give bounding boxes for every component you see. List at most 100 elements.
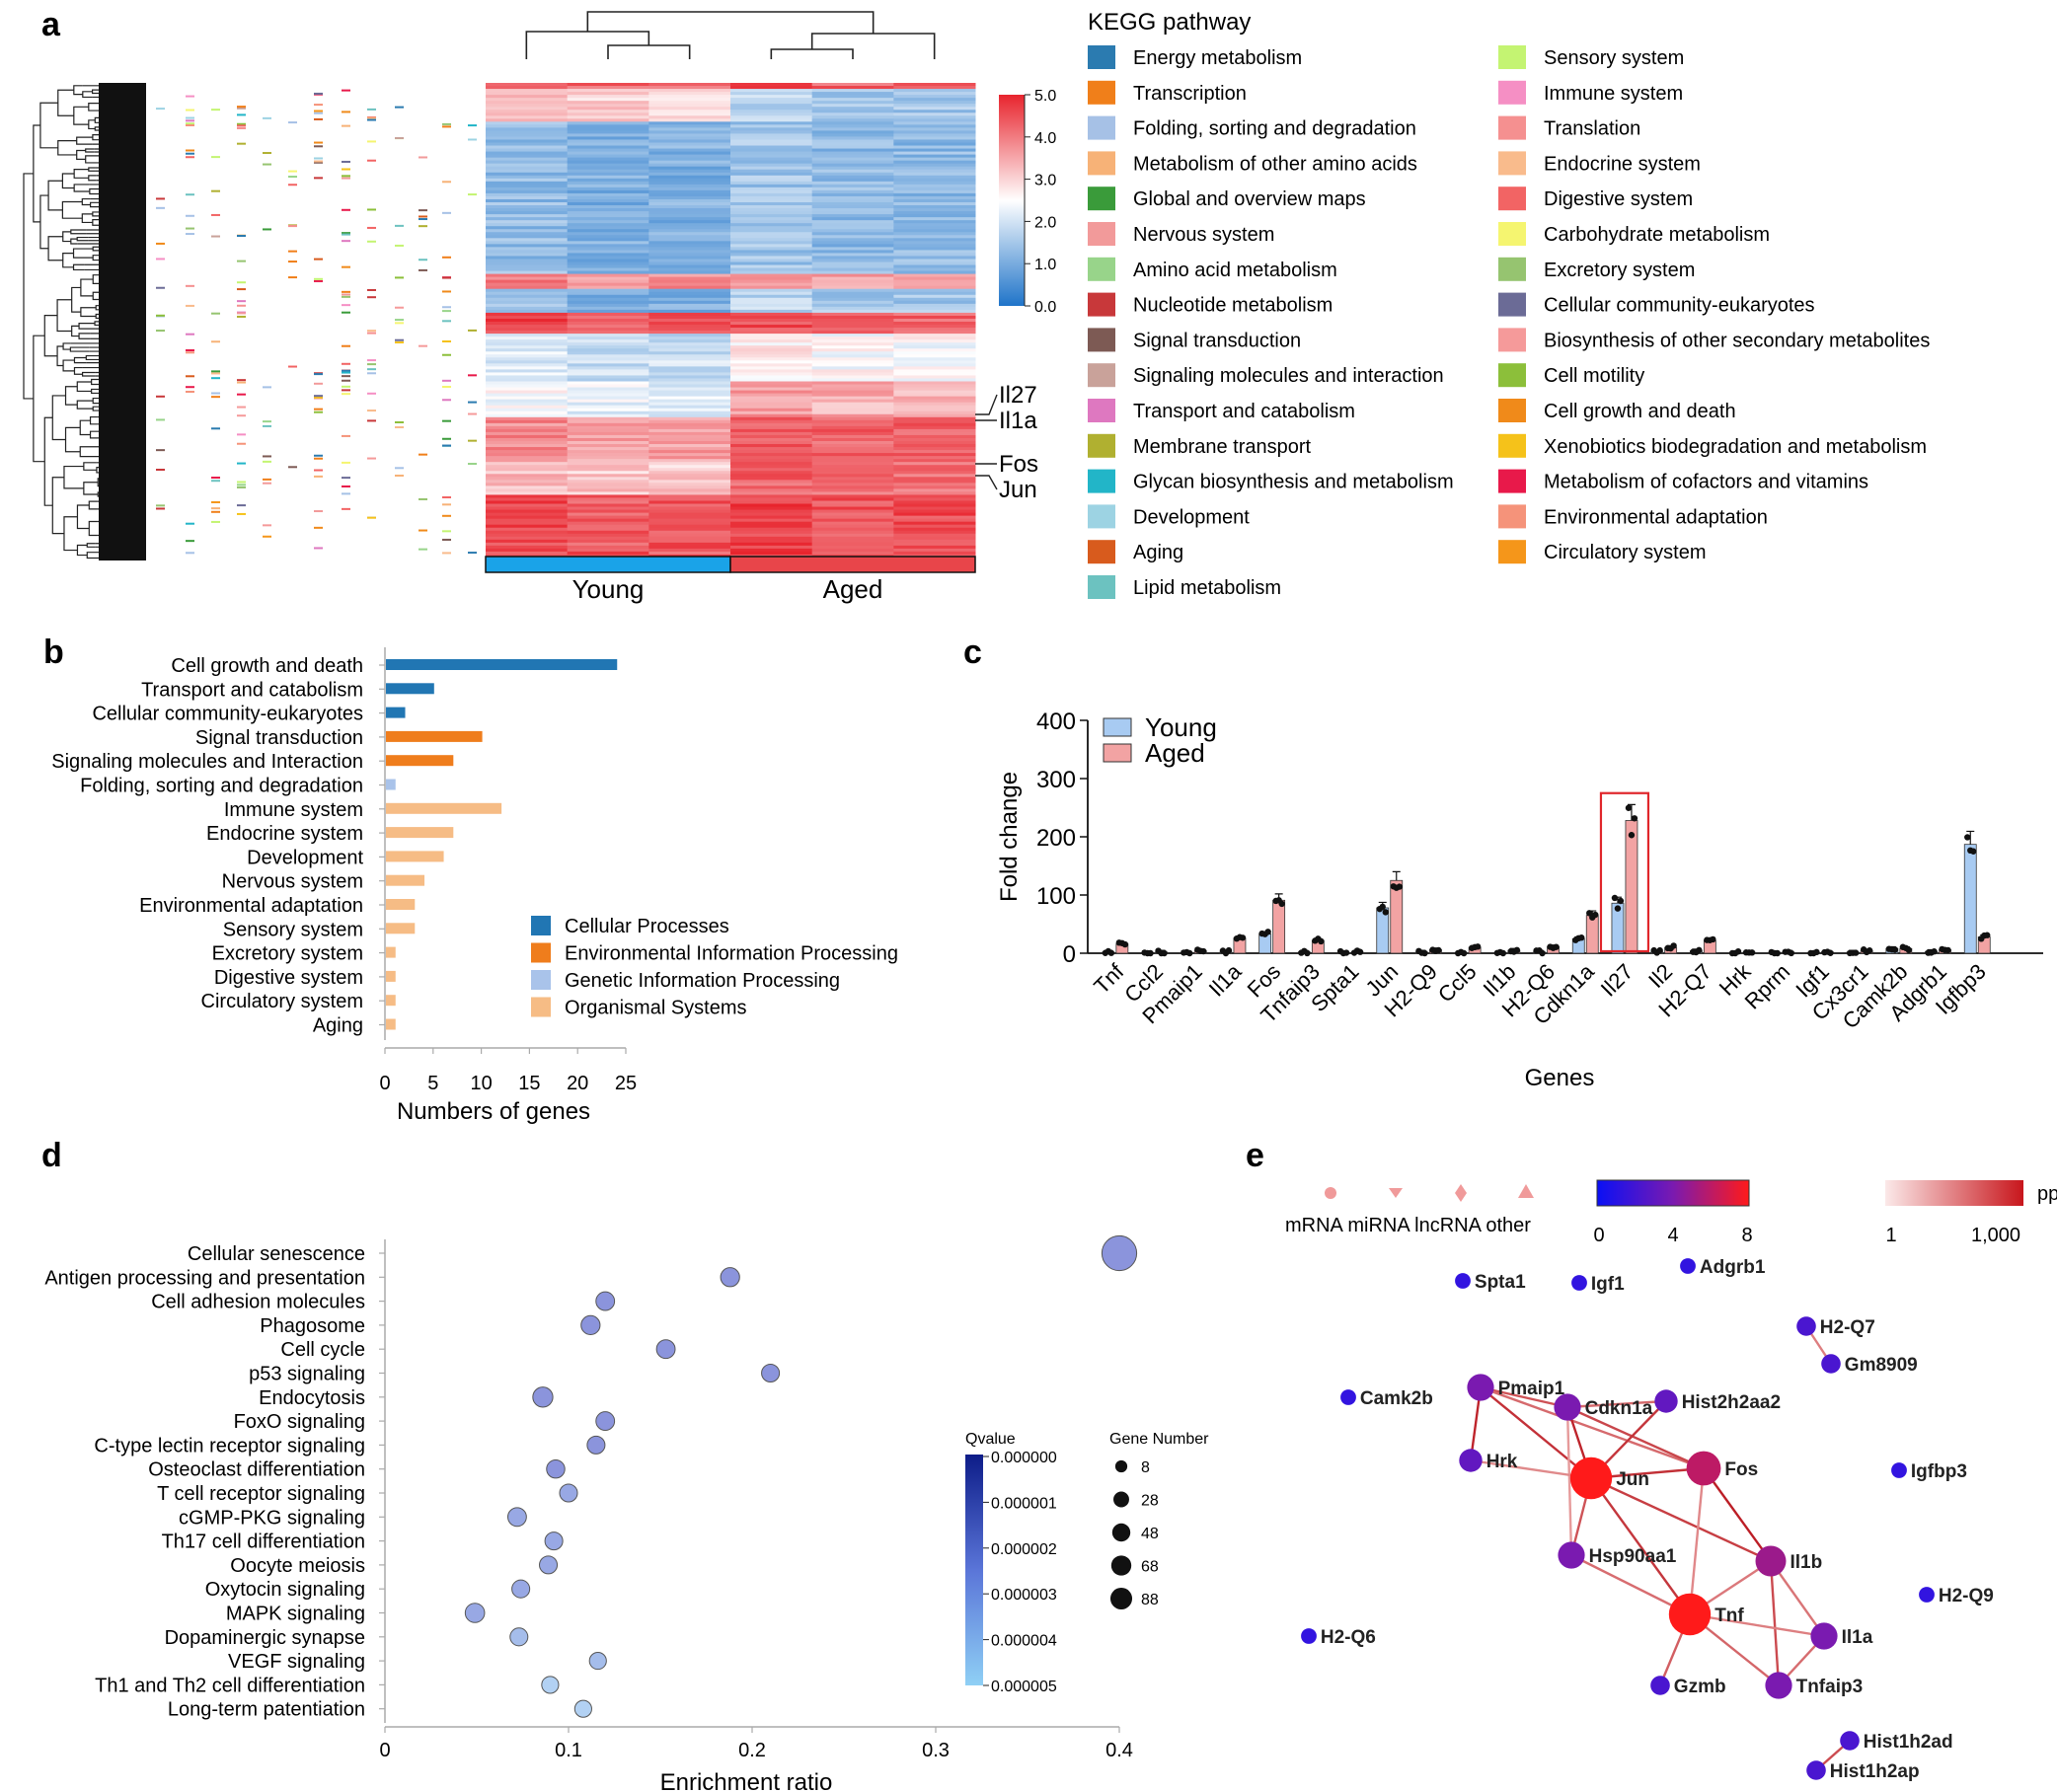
pathway-annotation-dash bbox=[419, 156, 427, 159]
heatmap-cell bbox=[648, 303, 731, 308]
heatmap-cell bbox=[893, 101, 976, 105]
colorbar-tick-label: 3.0 bbox=[1034, 173, 1056, 189]
data-point bbox=[1539, 949, 1546, 957]
heatmap-cell bbox=[893, 488, 976, 492]
heatmap-cell bbox=[648, 408, 731, 412]
network-node-label: H2-Q9 bbox=[1939, 1586, 1994, 1606]
pathway-annotation-dash bbox=[211, 510, 220, 513]
heatmap-cell bbox=[648, 468, 731, 472]
heatmap-cell bbox=[811, 378, 894, 382]
dendrogram-branch bbox=[88, 500, 98, 510]
pathway-annotation-dash bbox=[395, 224, 404, 227]
pathway-annotation-dash bbox=[263, 152, 271, 155]
heatmap-cell bbox=[893, 89, 976, 93]
pathway-annotation-dash bbox=[211, 507, 220, 510]
heatmap-cell bbox=[567, 322, 649, 326]
heatmap-cell bbox=[567, 483, 649, 486]
heatmap-cell bbox=[486, 459, 569, 463]
dendrogram-branch bbox=[63, 516, 78, 552]
heatmap-cell bbox=[648, 331, 731, 335]
pathway-annotation-dash bbox=[211, 156, 220, 159]
data-point bbox=[1318, 937, 1325, 945]
heatmap-cell bbox=[648, 181, 731, 186]
heatmap-cell bbox=[648, 241, 731, 245]
pathway-annotation-dash bbox=[314, 469, 323, 472]
legend-label: Genetic Information Processing bbox=[565, 970, 840, 992]
heatmap-cell bbox=[730, 115, 813, 119]
heatmap-cell bbox=[567, 393, 649, 398]
heatmap-cell bbox=[486, 226, 569, 230]
data-point bbox=[1342, 949, 1350, 956]
heatmap-cell bbox=[486, 518, 569, 523]
kegg-legend-swatch bbox=[1498, 399, 1526, 422]
heatmap-cell bbox=[567, 384, 649, 389]
heatmap-cell bbox=[486, 437, 569, 442]
heatmap-cell bbox=[893, 104, 976, 108]
pathway-annotation-dash bbox=[367, 288, 376, 291]
data-point bbox=[1984, 932, 1991, 938]
heatmap-cell bbox=[567, 462, 649, 466]
bar-aged bbox=[1585, 915, 1599, 954]
heatmap-cell bbox=[730, 378, 813, 382]
heatmap-cell bbox=[486, 480, 569, 484]
heatmap-cell bbox=[648, 282, 731, 287]
heatmap-cell bbox=[648, 145, 731, 150]
heatmap-cell bbox=[730, 276, 813, 281]
kegg-legend-label: Metabolism of other amino acids bbox=[1133, 153, 1417, 175]
pathway-annotation-dash bbox=[419, 497, 427, 500]
heatmap-cell bbox=[648, 419, 731, 424]
heatmap-cell bbox=[648, 285, 731, 290]
bar-aged bbox=[1625, 820, 1638, 954]
heatmap-cell bbox=[486, 241, 569, 245]
panel-label-b: b bbox=[43, 634, 64, 671]
heatmap-cell bbox=[486, 357, 569, 361]
network-edge bbox=[1480, 1386, 1592, 1479]
heatmap-cell bbox=[486, 536, 569, 541]
heatmap-cell bbox=[648, 509, 731, 514]
heatmap-cell bbox=[730, 399, 813, 404]
heatmap-cell bbox=[486, 336, 569, 340]
size-legend-label: 88 bbox=[1141, 1592, 1159, 1608]
heatmap-cell bbox=[567, 198, 649, 203]
pathway-annotation-dash bbox=[367, 296, 376, 299]
network-node bbox=[1571, 1275, 1587, 1291]
dendrogram-branch bbox=[73, 356, 87, 364]
heatmap-cell bbox=[486, 261, 569, 266]
heatmap-cell bbox=[648, 512, 731, 517]
kegg-legend-label: Transcription bbox=[1133, 83, 1247, 105]
heatmap-cell bbox=[648, 524, 731, 529]
heatmap-cell bbox=[486, 494, 569, 498]
network-edge bbox=[1590, 1477, 1691, 1615]
heatmap-cell bbox=[893, 521, 976, 526]
pathway-annotation-dash bbox=[342, 379, 350, 382]
gene-label: Jun bbox=[999, 477, 1037, 503]
pathway-annotation-dash bbox=[211, 392, 220, 395]
heatmap-cell bbox=[811, 192, 894, 197]
colorbar-tick-label: 5.0 bbox=[1034, 88, 1056, 105]
heatmap-cell bbox=[486, 325, 569, 329]
pathway-annotation-dash bbox=[237, 312, 246, 315]
heatmap-cell bbox=[648, 276, 731, 281]
pathway-annotation-dash bbox=[263, 482, 271, 485]
heatmap-cell bbox=[811, 515, 894, 520]
heatmap-cell bbox=[648, 366, 731, 370]
kegg-legend-label: Carbohydrate metabolism bbox=[1544, 224, 1770, 246]
heatmap-cell bbox=[567, 506, 649, 511]
heatmap-cell bbox=[648, 121, 731, 125]
heatmap-cell bbox=[893, 294, 976, 299]
category-label: Transport and catabolism bbox=[141, 679, 363, 701]
heatmap-cell bbox=[567, 110, 649, 113]
heatmap-cell bbox=[648, 533, 731, 538]
heatmap-cell bbox=[811, 422, 894, 427]
heatmap-cell bbox=[567, 354, 649, 358]
heatmap-cell bbox=[648, 471, 731, 475]
heatmap-cell bbox=[486, 399, 569, 404]
kegg-legend-swatch bbox=[1088, 504, 1115, 529]
pathway-annotation-dash bbox=[314, 117, 323, 120]
pathway-annotation-dash bbox=[263, 420, 271, 423]
pathway-annotation-dash bbox=[156, 242, 165, 245]
pathway-annotation-dash bbox=[419, 218, 427, 221]
heatmap-cell bbox=[730, 315, 813, 320]
pathway-annotation-dash bbox=[342, 311, 350, 314]
dendrogram-branch bbox=[88, 103, 102, 112]
